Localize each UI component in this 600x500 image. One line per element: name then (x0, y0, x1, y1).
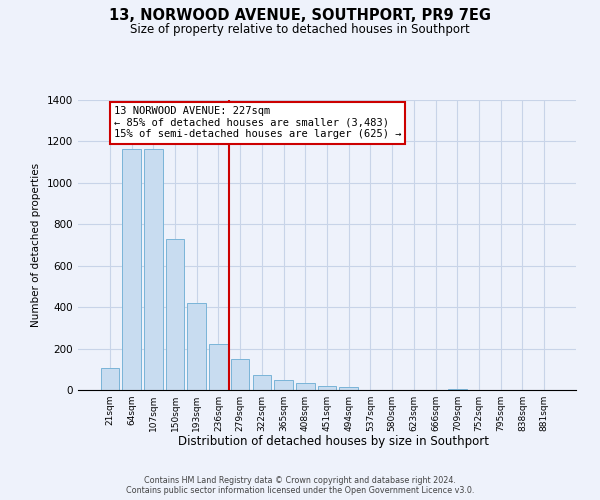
Text: 13 NORWOOD AVENUE: 227sqm
← 85% of detached houses are smaller (3,483)
15% of se: 13 NORWOOD AVENUE: 227sqm ← 85% of detac… (114, 106, 401, 140)
Bar (253, 375, 271, 390)
Text: Distribution of detached houses by size in Southport: Distribution of detached houses by size … (178, 435, 488, 448)
Bar (122, 149, 141, 390)
Bar (296, 383, 314, 390)
Text: 13, NORWOOD AVENUE, SOUTHPORT, PR9 7EG: 13, NORWOOD AVENUE, SOUTHPORT, PR9 7EG (109, 8, 491, 22)
Bar (340, 388, 358, 390)
Bar (209, 344, 227, 390)
Bar (318, 386, 336, 390)
Bar (166, 239, 184, 390)
Bar (448, 389, 467, 390)
Bar (144, 149, 163, 390)
Y-axis label: Number of detached properties: Number of detached properties (31, 163, 41, 327)
Bar (274, 380, 293, 390)
Text: Size of property relative to detached houses in Southport: Size of property relative to detached ho… (130, 22, 470, 36)
Bar (231, 360, 250, 390)
Text: Contains HM Land Registry data © Crown copyright and database right 2024.
Contai: Contains HM Land Registry data © Crown c… (126, 476, 474, 495)
Bar (187, 303, 206, 390)
Bar (101, 368, 119, 390)
